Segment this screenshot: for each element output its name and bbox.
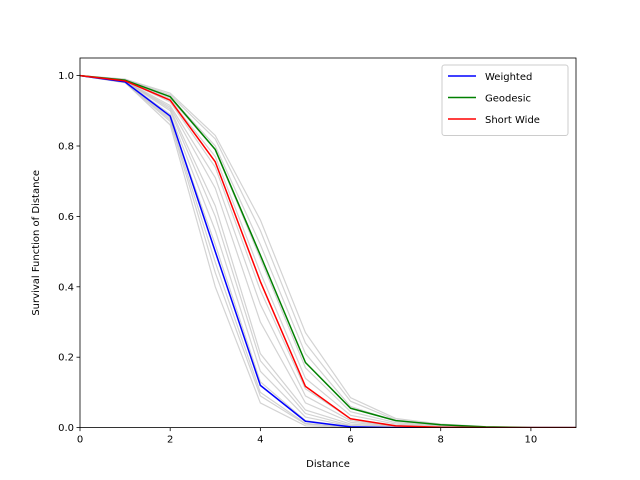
bundle-line-9 — [80, 75, 576, 428]
bundle-line-7 — [80, 75, 576, 428]
legend: Weighted Geodesic Short Wide — [441, 64, 569, 136]
x-tick-label: 0 — [77, 435, 83, 446]
bundle-line-1 — [80, 75, 576, 428]
axes-frame — [79, 57, 577, 429]
bundle-line-5 — [80, 75, 576, 428]
y-tick-label: 0.0 — [58, 423, 74, 434]
x-axis-ticks: 0 2 4 6 8 10 — [77, 427, 538, 446]
x-tick-label: 8 — [438, 435, 444, 446]
bundle-line-6 — [80, 75, 576, 428]
x-tick-label: 6 — [347, 435, 353, 446]
y-axis-ticks: 0.0 0.2 0.4 0.6 0.8 1.0 — [58, 71, 80, 434]
y-tick-label: 0.8 — [58, 142, 74, 153]
y-tick-label: 0.4 — [58, 282, 74, 293]
series-line-short-wide — [80, 74, 576, 428]
x-axis-label: Distance — [306, 459, 350, 470]
bundle-line-8 — [80, 75, 576, 428]
series-line-weighted — [80, 74, 576, 428]
bundle-line-3 — [80, 75, 576, 428]
x-tick-label: 4 — [257, 435, 263, 446]
x-tick-label: 2 — [167, 435, 173, 446]
y-axis-label: Survival Function of Distance — [31, 170, 42, 316]
x-tick-label: 10 — [525, 435, 538, 446]
legend-label-geodesic: Geodesic — [485, 93, 531, 104]
legend-label-short-wide: Short Wide — [485, 115, 540, 126]
y-tick-label: 0.2 — [58, 353, 74, 364]
y-tick-label: 1.0 — [58, 71, 74, 82]
y-tick-label: 0.6 — [58, 212, 74, 223]
legend-label-weighted: Weighted — [485, 72, 532, 83]
bundle-line-10 — [80, 75, 576, 428]
legend-box — [441, 64, 569, 136]
